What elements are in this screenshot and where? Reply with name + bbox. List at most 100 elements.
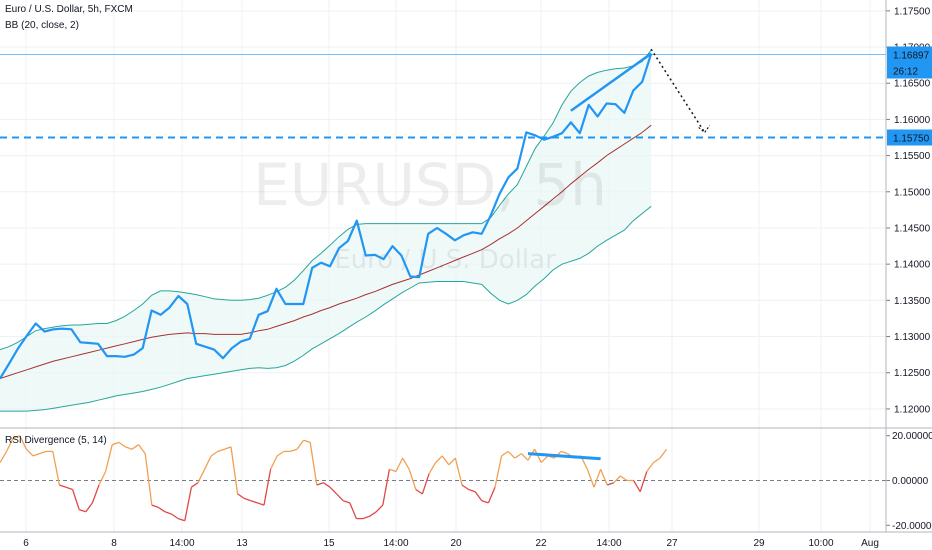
rsi-segment: [71, 489, 80, 510]
rsi-segment: [270, 455, 278, 470]
y-tick-label: 1.13500: [894, 296, 931, 307]
x-tick-label: 14:00: [596, 538, 621, 549]
level-price-label-bg: [887, 129, 932, 146]
rsi-segment: [296, 439, 305, 450]
rsi-segment: [402, 457, 410, 470]
indicator-title[interactable]: BB (20, close, 2): [5, 20, 79, 31]
rsi-series: [0, 435, 886, 522]
rsi-segment: [593, 469, 602, 488]
rsi-segment: [448, 457, 456, 466]
y-tick-label: 1.13000: [894, 332, 931, 343]
rsi-segment: [474, 491, 483, 502]
countdown-label-bg: [887, 62, 932, 79]
x-tick-label: 14:00: [169, 538, 194, 549]
rsi-segment: [171, 513, 179, 520]
rsi-segment: [6, 437, 14, 452]
y-tick-label: 1.17500: [894, 6, 931, 17]
rsi-title[interactable]: RSI Divergence (5, 14): [5, 435, 107, 446]
x-tick-label: 27: [666, 538, 678, 549]
rsi-segment: [290, 448, 298, 453]
rsi-segment: [243, 497, 252, 502]
chart-title[interactable]: Euro / U.S. Dollar, 5h, FXCM: [5, 4, 133, 15]
x-tick-label: 6: [23, 538, 29, 549]
rsi-segment: [104, 444, 113, 472]
rsi-segment: [454, 457, 463, 486]
price-trendline[interactable]: [570, 52, 652, 112]
rsi-segment: [514, 453, 522, 459]
rsi-segment: [204, 455, 212, 470]
rsi-segment: [639, 471, 648, 492]
last-price-label-bg: [887, 46, 932, 63]
y-tick-label: 1.16500: [894, 79, 931, 90]
y-tick-label: 1.16000: [894, 115, 931, 126]
rsi-segment: [118, 441, 126, 448]
rsi-segment: [19, 435, 27, 450]
rsi-segment: [158, 506, 166, 513]
rsi-segment: [620, 475, 628, 482]
last-price-label: 1.16897: [893, 50, 930, 61]
rsi-segment: [520, 453, 529, 461]
bollinger-bands: [0, 49, 652, 412]
watermark-description: Euro / U.S. Dollar: [334, 245, 556, 275]
rsi-segment: [25, 448, 34, 457]
rsi-segment: [250, 500, 258, 504]
rsi-segment: [336, 493, 344, 502]
rsi-segment: [659, 448, 668, 459]
horizontal-levels[interactable]: [0, 53, 886, 139]
rsi-segment: [131, 444, 139, 450]
rsi-segment: [59, 484, 67, 488]
rsi-segment: [408, 469, 417, 490]
rsi-segment: [111, 441, 120, 446]
rsi-segment: [349, 502, 357, 519]
rsi-segment: [309, 442, 318, 486]
rsi-segment: [197, 469, 206, 483]
y-tick-label: 1.12500: [894, 368, 931, 379]
rsi-segment: [421, 473, 430, 495]
x-tick-label: 10:00: [808, 538, 833, 549]
rsi-trendline[interactable]: [527, 452, 601, 461]
rsi-segment: [428, 462, 437, 475]
forecast-arrowhead: [698, 125, 711, 134]
rsi-segment: [177, 517, 186, 522]
rsi-segment: [507, 450, 516, 459]
forecast-dotted-line[interactable]: [650, 48, 706, 133]
rsi-segment: [263, 469, 272, 506]
y-tick-label: 1.14500: [894, 223, 931, 234]
rsi-segment: [85, 502, 93, 513]
bb-fill: [0, 49, 652, 412]
rsi-segment: [138, 444, 146, 454]
x-tick-label: 29: [753, 538, 765, 549]
rsi-segment: [276, 450, 285, 457]
x-tick-label: 13: [236, 538, 248, 549]
rsi-segment: [164, 511, 172, 515]
rsi-segment: [52, 451, 61, 486]
x-tick-label: Aug: [861, 538, 879, 549]
rsi-segment: [534, 448, 542, 463]
rsi-segment: [98, 471, 107, 486]
rsi-y-tick-label: 0.00000: [892, 476, 929, 487]
rsi-segment: [91, 484, 100, 504]
rsi-segment: [316, 482, 324, 486]
rsi-segment: [210, 450, 219, 457]
x-tick-label: 22: [535, 538, 547, 549]
rsi-segment: [257, 502, 265, 506]
rsi-segment: [191, 482, 199, 488]
rsi-segment: [382, 469, 391, 506]
rsi-segment: [415, 488, 423, 495]
rsi-segment: [501, 450, 509, 457]
rsi-segment: [560, 450, 568, 455]
rsi-segment: [224, 446, 232, 450]
rsi-segment: [0, 451, 8, 463]
x-tick-label: 8: [111, 538, 117, 549]
watermark-symbol: EURUSD, 5h: [253, 151, 607, 219]
level-price-label: 1.15750: [893, 134, 930, 145]
rsi-y-tick-label: -20.00000: [892, 521, 932, 532]
drawings[interactable]: [570, 48, 711, 134]
rsi-segment: [303, 439, 311, 444]
rsi-segment: [653, 457, 661, 464]
price-series: [0, 53, 653, 380]
rsi-segment: [494, 455, 503, 488]
countdown-label: 26:12: [893, 66, 918, 77]
